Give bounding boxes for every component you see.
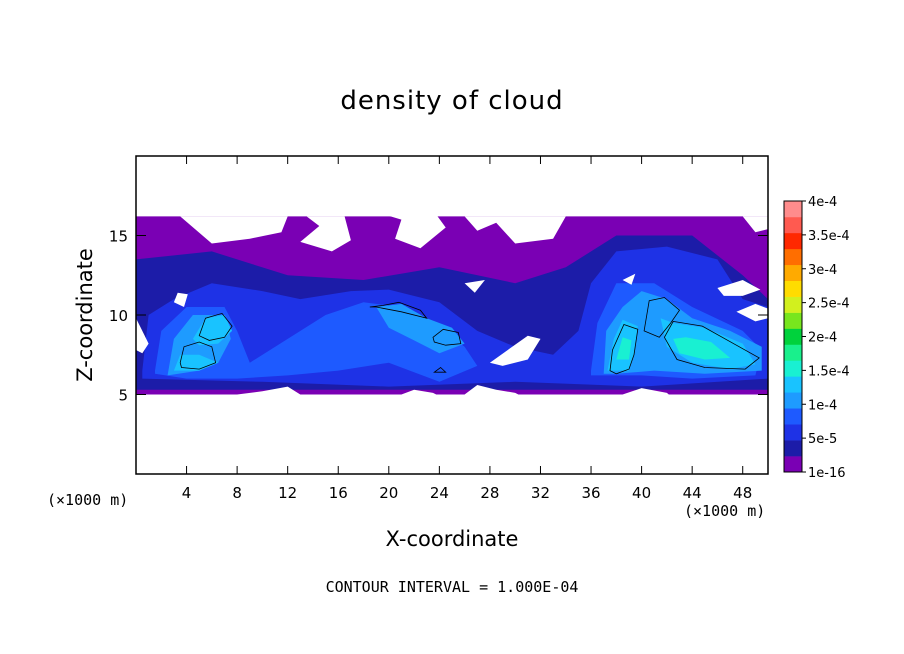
x-tick-label: 32 <box>531 484 550 502</box>
x-tick-label: 44 <box>683 484 702 502</box>
gap-mid-2 <box>622 273 636 285</box>
gap-bottom-2 <box>398 389 440 397</box>
x-tick-label: 48 <box>733 484 752 502</box>
gap-top-2 <box>300 216 351 252</box>
contour-b <box>198 312 233 341</box>
x-tick-label: 4 <box>182 484 192 502</box>
colorbar-swatch <box>784 440 802 457</box>
gap-right-1 <box>717 280 761 296</box>
gap-low-2 <box>136 318 149 354</box>
contour-a <box>179 341 217 370</box>
x-tick-label: 40 <box>632 484 651 502</box>
contour-f <box>609 324 639 375</box>
x-tick-label: 16 <box>329 484 348 502</box>
y-tick-label: 10 <box>109 307 128 325</box>
colorbar-swatch <box>784 456 802 473</box>
x-tick-label: 12 <box>278 484 297 502</box>
x-tick-label: 28 <box>480 484 499 502</box>
colorbar-label: 1e-16 <box>808 466 846 481</box>
colorbar-label: 3e-4 <box>808 263 837 278</box>
colorbar-swatch <box>784 216 802 234</box>
colorbar-swatch <box>784 328 802 345</box>
region-cyan-1 <box>173 354 219 371</box>
chart-title: density of cloud <box>340 86 564 116</box>
colorbar-label: 1e-4 <box>808 398 837 413</box>
x-unit-right: (×1000 m) <box>684 502 765 520</box>
x-tick-label: 20 <box>379 484 398 502</box>
colorbar-label: 2e-4 <box>808 331 837 346</box>
contour-lines <box>179 297 760 375</box>
contour-g <box>643 297 681 338</box>
gap-top-4 <box>464 216 566 244</box>
contour-interval-note: CONTOUR INTERVAL = 1.000E-04 <box>326 578 579 596</box>
gap-mid-1 <box>464 280 485 293</box>
gap-top-5 <box>742 216 768 233</box>
y-axis-title: Z-coordinate <box>73 248 97 382</box>
colorbar-label: 3.5e-4 <box>808 229 850 244</box>
y-tick-label: 15 <box>109 228 128 246</box>
gap-low-3 <box>173 292 188 307</box>
colorbar-swatch <box>784 248 802 266</box>
gap-right-2 <box>736 303 768 322</box>
colorbar-label: 1.5e-4 <box>808 364 850 379</box>
contour-c <box>369 301 428 319</box>
x-unit-left: (×1000 m) <box>47 491 128 509</box>
contour-h <box>663 320 760 370</box>
y-tick-label: 5 <box>118 387 128 405</box>
colorbar-swatch <box>784 408 802 425</box>
region-green-2 <box>616 337 632 360</box>
contour-e <box>433 366 447 373</box>
gap-bottom-3 <box>462 385 522 397</box>
colorbar-swatch <box>784 424 802 441</box>
cloud-density-field <box>136 210 768 397</box>
gap-top-1 <box>180 216 288 244</box>
colorbar-swatch <box>784 232 802 250</box>
gap-low-1 <box>489 335 541 366</box>
colorbar-label: 5e-5 <box>808 432 837 447</box>
x-tick-label: 36 <box>581 484 600 502</box>
x-tick-label: 8 <box>232 484 242 502</box>
colorbar-swatch <box>784 296 802 313</box>
colorbar: 1e-16 5e-5 1e-4 1.5e-4 2e-4 2.5e-4 3e-4 3.5e-4 4… <box>783 195 850 481</box>
y-axis: 5 10 15 <box>109 228 768 405</box>
region-green-1 <box>673 337 731 360</box>
gap-bottom-1 <box>234 386 303 397</box>
region-light-blue-2 <box>376 303 465 354</box>
gap-bottom-4 <box>620 388 671 397</box>
colorbar-swatch <box>784 376 802 393</box>
colorbar-swatch <box>784 392 802 409</box>
colorbar-swatch <box>784 344 802 361</box>
contour-d <box>432 328 462 346</box>
gap-top-3 <box>369 210 446 249</box>
colorbar-swatch <box>784 264 802 281</box>
colorbar-swatch <box>784 312 802 329</box>
x-tick-label: 24 <box>430 484 449 502</box>
x-axis-title: X-coordinate <box>386 527 519 551</box>
colorbar-swatch <box>784 280 802 297</box>
x-axis: 4 8 12 16 20 24 28 32 36 40 44 48 <box>182 156 752 502</box>
colorbar-swatch <box>784 360 802 377</box>
colorbar-label: 4e-4 <box>808 195 837 210</box>
colorbar-label: 2.5e-4 <box>808 297 850 312</box>
colorbar-swatch <box>784 201 802 218</box>
